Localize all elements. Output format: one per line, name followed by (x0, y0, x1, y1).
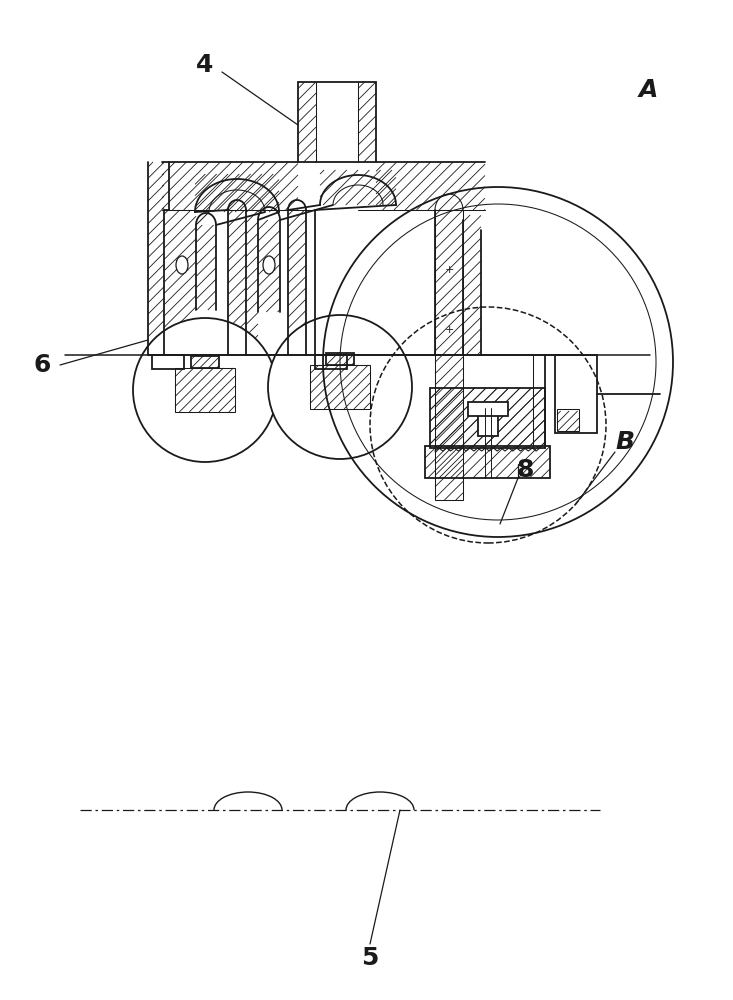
Bar (468, 402, 508, 416)
Bar (310, 365, 370, 409)
Bar (478, 408, 498, 436)
Text: +: + (444, 325, 454, 335)
Bar (430, 388, 545, 448)
Bar (191, 356, 219, 368)
Bar (557, 409, 579, 431)
Text: A: A (638, 78, 658, 102)
Bar (315, 355, 347, 369)
Bar (425, 446, 550, 478)
Bar (326, 353, 354, 365)
Text: +: + (444, 265, 454, 275)
Text: 4: 4 (196, 53, 214, 77)
Bar (152, 355, 184, 369)
Text: 8: 8 (516, 458, 534, 482)
Text: B: B (616, 430, 635, 454)
Bar (435, 210, 463, 500)
Circle shape (268, 315, 412, 459)
Bar (555, 355, 597, 433)
Ellipse shape (263, 256, 275, 274)
Circle shape (133, 318, 277, 462)
Text: 6: 6 (33, 353, 51, 377)
Bar (298, 82, 376, 162)
Text: 5: 5 (361, 946, 379, 970)
Ellipse shape (176, 256, 188, 274)
Bar (175, 368, 235, 412)
